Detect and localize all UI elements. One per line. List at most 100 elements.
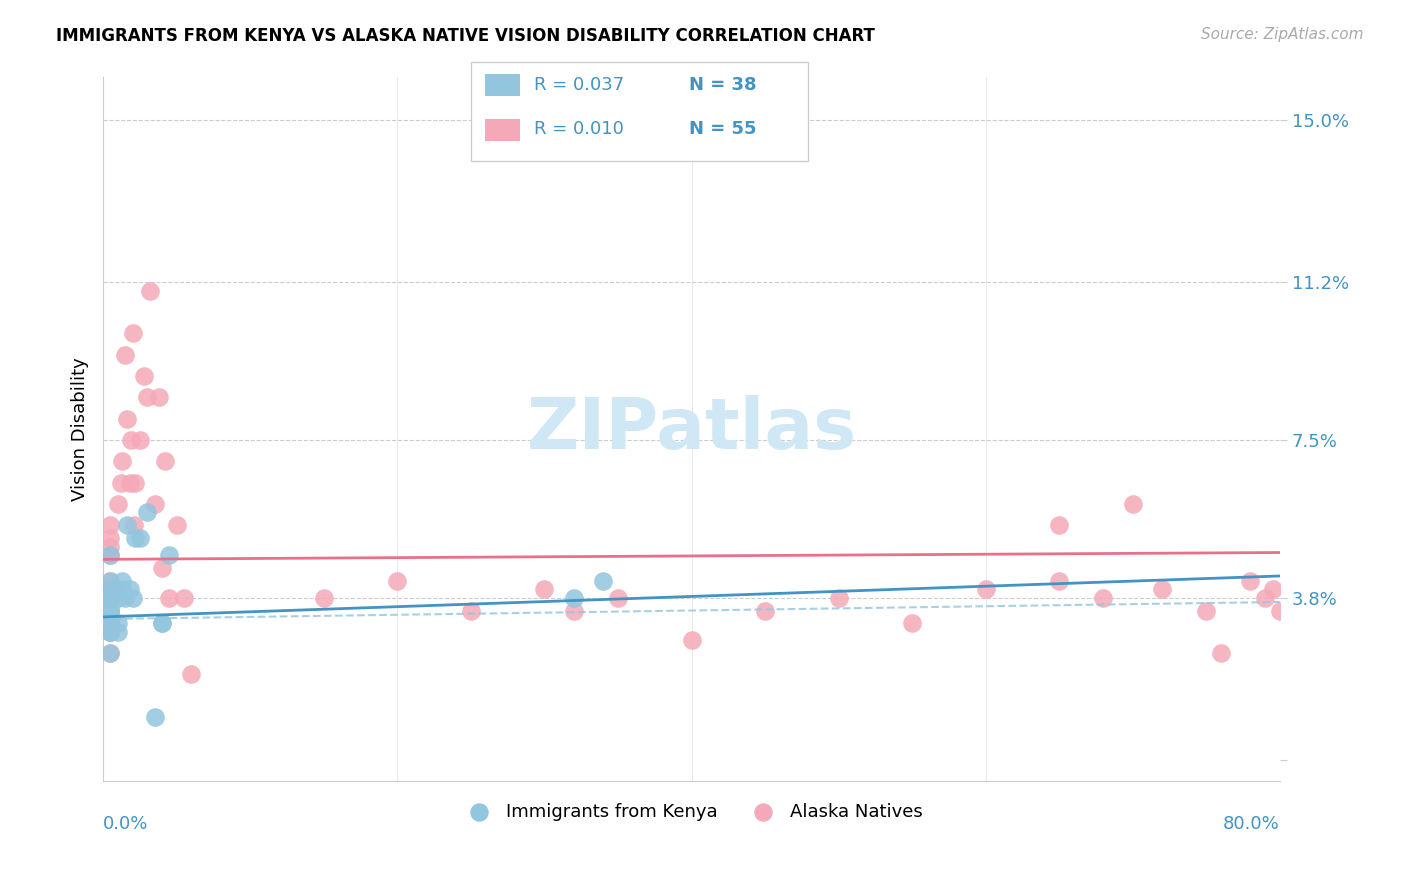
Point (1092, 591, 1115, 605)
Point (100, 612, 122, 626)
Text: N = 38: N = 38 (689, 76, 756, 94)
Point (157, 548, 180, 562)
Point (100, 603, 122, 617)
Point (1239, 574, 1261, 588)
Point (150, 616, 173, 631)
Point (100, 574, 122, 588)
Point (143, 497, 166, 511)
Point (100, 595, 122, 609)
Point (533, 582, 555, 597)
Point (100, 603, 122, 617)
Point (562, 603, 585, 617)
Point (150, 561, 173, 575)
Point (100, 616, 122, 631)
Point (153, 454, 176, 468)
Point (143, 710, 166, 724)
Point (1047, 574, 1070, 588)
Text: IMMIGRANTS FROM KENYA VS ALASKA NATIVE VISION DISABILITY CORRELATION CHART: IMMIGRANTS FROM KENYA VS ALASKA NATIVE V… (56, 27, 875, 45)
Text: Source: ZipAtlas.com: Source: ZipAtlas.com (1201, 27, 1364, 42)
Point (136, 390, 159, 404)
Point (100, 624, 122, 639)
Point (562, 591, 585, 605)
Point (129, 531, 152, 545)
Point (1047, 518, 1070, 533)
Point (180, 667, 202, 681)
Point (100, 582, 122, 597)
Point (100, 624, 122, 639)
Point (100, 624, 122, 639)
Point (124, 475, 146, 490)
Text: ZIPatlas: ZIPatlas (526, 395, 856, 464)
Point (100, 616, 122, 631)
Text: R = 0.037: R = 0.037 (534, 76, 624, 94)
Point (100, 599, 122, 614)
Point (134, 368, 156, 383)
Text: R = 0.010: R = 0.010 (534, 120, 624, 138)
Point (100, 646, 122, 660)
Point (118, 475, 141, 490)
Point (120, 433, 142, 447)
Point (100, 603, 122, 617)
Point (107, 497, 129, 511)
Point (460, 603, 482, 617)
Legend: Immigrants from Kenya, Alaska Natives: Immigrants from Kenya, Alaska Natives (453, 796, 929, 829)
Point (592, 574, 614, 588)
Point (100, 616, 122, 631)
Text: 0.0%: 0.0% (103, 815, 149, 833)
Point (901, 616, 924, 631)
Point (607, 591, 630, 605)
Point (114, 591, 136, 605)
Point (115, 518, 138, 533)
Point (166, 518, 188, 533)
Point (129, 433, 152, 447)
Point (124, 531, 146, 545)
Text: N = 55: N = 55 (689, 120, 756, 138)
Text: 80.0%: 80.0% (1223, 815, 1279, 833)
Point (1122, 497, 1144, 511)
Point (1152, 582, 1174, 597)
Point (122, 518, 145, 533)
Point (150, 616, 173, 631)
Point (1209, 646, 1232, 660)
Point (100, 591, 122, 605)
Point (312, 591, 335, 605)
Point (107, 616, 129, 631)
Point (100, 603, 122, 617)
Point (1261, 582, 1284, 597)
Y-axis label: Vision Disability: Vision Disability (72, 358, 89, 501)
Point (754, 603, 776, 617)
Point (148, 390, 170, 404)
Point (173, 591, 195, 605)
Point (827, 591, 849, 605)
Point (118, 582, 141, 597)
Point (1268, 603, 1291, 617)
Point (121, 591, 143, 605)
Point (100, 540, 122, 554)
Point (100, 518, 122, 533)
Point (115, 411, 138, 425)
Point (100, 646, 122, 660)
Point (104, 582, 127, 597)
Point (100, 595, 122, 609)
Point (111, 454, 134, 468)
Point (100, 548, 122, 562)
Point (100, 548, 122, 562)
Point (107, 624, 129, 639)
Point (1254, 591, 1277, 605)
Point (100, 591, 122, 605)
Point (100, 612, 122, 626)
Point (111, 574, 134, 588)
Point (100, 574, 122, 588)
Point (121, 326, 143, 341)
Point (136, 505, 159, 519)
Point (681, 633, 703, 648)
Point (100, 591, 122, 605)
Point (157, 591, 180, 605)
Point (100, 582, 122, 597)
Point (100, 591, 122, 605)
Point (111, 582, 134, 597)
Point (974, 582, 997, 597)
Point (107, 591, 129, 605)
Point (100, 531, 122, 545)
Point (387, 574, 409, 588)
